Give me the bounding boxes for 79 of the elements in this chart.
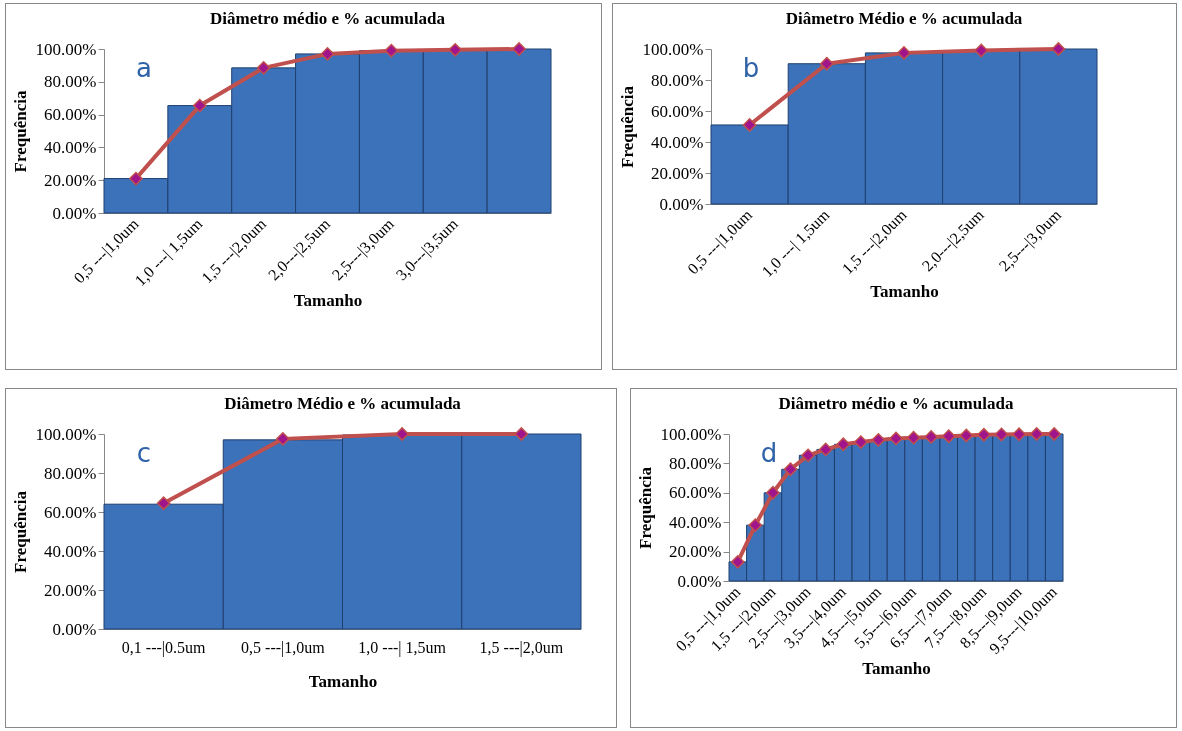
x-axis-title: Tamanho	[308, 671, 378, 691]
point	[941, 429, 956, 444]
point	[906, 430, 921, 445]
annotation: c	[136, 438, 152, 468]
annotation: a	[136, 53, 152, 83]
x-tick-label: 1,5 ---|2,0um	[479, 638, 564, 657]
point	[977, 427, 991, 442]
point	[897, 46, 911, 60]
y-tick-label: 80.00%	[651, 70, 704, 90]
chart-title: Diâmetro médio e % acumulada	[778, 393, 1014, 413]
y-axis-title: Frequência	[635, 466, 655, 549]
point	[853, 435, 868, 449]
y-tick-label: 0.00%	[52, 203, 97, 223]
point	[276, 432, 290, 446]
annotation: d	[760, 438, 778, 468]
point	[871, 433, 886, 447]
point	[192, 98, 207, 113]
x-tick-label: 0,1 ---|0.5um	[121, 638, 206, 657]
x-axis-title: Tamanho	[293, 291, 363, 311]
point	[974, 43, 989, 58]
x-axis-title: Tamanho	[862, 659, 931, 679]
y-tick-label: 60.00%	[669, 483, 722, 503]
point	[818, 442, 833, 457]
y-tick-label: 0.00%	[52, 619, 97, 639]
chart-title: Diâmetro Médio e % acumulada	[785, 8, 1023, 28]
y-tick-label: 80.00%	[44, 463, 97, 483]
point	[959, 428, 974, 443]
y-tick-label: 40.00%	[651, 132, 704, 152]
y-tick-label: 40.00%	[44, 137, 97, 157]
x-tick-label: 0,5 ---|1,0um	[241, 638, 326, 657]
y-tick-label: 20.00%	[44, 170, 97, 190]
y-tick-label: 60.00%	[44, 105, 97, 125]
y-tick-label: 0.00%	[677, 571, 722, 591]
point	[256, 60, 271, 75]
point	[766, 485, 780, 500]
point	[742, 118, 757, 132]
point	[1029, 427, 1044, 441]
point	[783, 462, 798, 477]
point	[512, 42, 526, 56]
point	[514, 427, 529, 441]
point	[320, 47, 335, 61]
y-tick-label: 20.00%	[651, 163, 704, 183]
point	[819, 56, 834, 71]
point	[129, 171, 143, 186]
point	[889, 431, 903, 446]
point	[156, 496, 171, 511]
point	[730, 555, 745, 569]
point	[1047, 427, 1062, 441]
y-axis-title: Frequência	[10, 90, 30, 173]
y-axis-title: Frequência	[617, 85, 637, 168]
point	[1051, 42, 1066, 56]
point	[1012, 427, 1026, 442]
annotation: b	[742, 53, 760, 83]
y-tick-label: 100.00%	[660, 424, 722, 444]
y-tick-label: 100.00%	[642, 39, 704, 59]
point	[384, 43, 399, 58]
y-tick-label: 40.00%	[669, 512, 722, 532]
x-axis-title: Tamanho	[870, 282, 939, 302]
y-tick-label: 20.00%	[669, 542, 722, 562]
chart-title: Diâmetro Médio e % acumulada	[224, 393, 462, 413]
point	[924, 430, 939, 444]
point	[836, 437, 851, 452]
y-tick-label: 60.00%	[44, 502, 97, 522]
point	[994, 427, 1009, 442]
y-tick-label: 60.00%	[651, 101, 704, 121]
x-tick-label: 1,0 ---| 1,5um	[358, 638, 447, 657]
point	[801, 448, 815, 463]
y-axis-title: Frequência	[10, 490, 30, 573]
y-tick-label: 100.00%	[35, 424, 97, 444]
y-tick-label: 80.00%	[44, 72, 97, 92]
y-tick-label: 100.00%	[35, 39, 97, 59]
y-tick-label: 0.00%	[659, 194, 704, 214]
chart-title: Diâmetro médio e % acumulada	[210, 8, 446, 28]
point	[748, 518, 763, 533]
y-tick-label: 20.00%	[44, 580, 97, 600]
point	[448, 42, 463, 57]
point	[395, 427, 409, 441]
y-tick-label: 40.00%	[44, 541, 97, 561]
y-tick-label: 80.00%	[669, 453, 722, 473]
